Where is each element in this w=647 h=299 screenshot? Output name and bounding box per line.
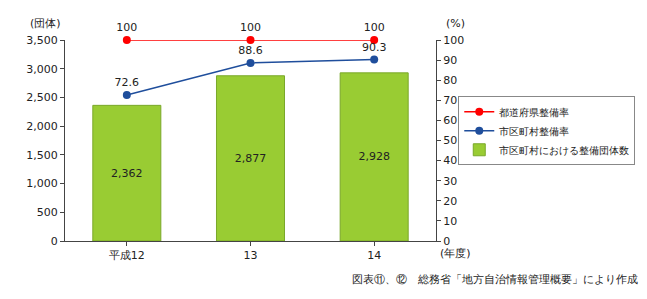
svg-text:500: 500 [37, 206, 58, 219]
svg-text:3,000: 3,000 [26, 63, 58, 76]
svg-text:0: 0 [51, 235, 58, 248]
svg-text:100: 100 [364, 21, 385, 34]
svg-text:1,500: 1,500 [26, 149, 58, 162]
svg-text:2,928: 2,928 [358, 150, 390, 163]
svg-text:88.6: 88.6 [238, 44, 263, 57]
svg-text:100: 100 [240, 21, 261, 34]
svg-text:3,500: 3,500 [26, 34, 58, 47]
svg-text:市区町村における整備団体数: 市区町村における整備団体数 [499, 145, 629, 156]
svg-text:2,000: 2,000 [26, 120, 58, 133]
svg-text:(%): (%) [446, 17, 465, 30]
svg-text:1,000: 1,000 [26, 177, 58, 190]
svg-text:100: 100 [116, 21, 137, 34]
svg-text:70: 70 [443, 94, 457, 107]
svg-text:2,500: 2,500 [26, 91, 58, 104]
svg-text:60: 60 [443, 114, 457, 127]
svg-text:2,877: 2,877 [235, 152, 267, 165]
svg-text:2,362: 2,362 [111, 167, 143, 180]
svg-text:都道府県整備率: 都道府県整備率 [499, 107, 569, 118]
svg-text:10: 10 [443, 215, 457, 228]
svg-text:40: 40 [443, 154, 457, 167]
svg-text:0: 0 [443, 235, 450, 248]
svg-text:30: 30 [443, 175, 457, 188]
svg-text:14: 14 [367, 249, 381, 262]
svg-text:100: 100 [443, 34, 464, 47]
svg-text:13: 13 [244, 249, 258, 262]
svg-text:20: 20 [443, 195, 457, 208]
svg-text:(団体): (団体) [30, 17, 61, 30]
svg-text:市区町村整備率: 市区町村整備率 [499, 126, 569, 137]
svg-text:80: 80 [443, 74, 457, 87]
svg-text:図表⑪、⑫ 総務省「地方自治情報管理概要」により作成: 図表⑪、⑫ 総務省「地方自治情報管理概要」により作成 [352, 273, 638, 286]
svg-text:(年度): (年度) [440, 247, 471, 260]
svg-text:平成12: 平成12 [109, 249, 145, 262]
svg-text:50: 50 [443, 134, 457, 147]
svg-text:90: 90 [443, 54, 457, 67]
svg-text:72.6: 72.6 [115, 76, 140, 89]
svg-text:90.3: 90.3 [362, 41, 387, 54]
